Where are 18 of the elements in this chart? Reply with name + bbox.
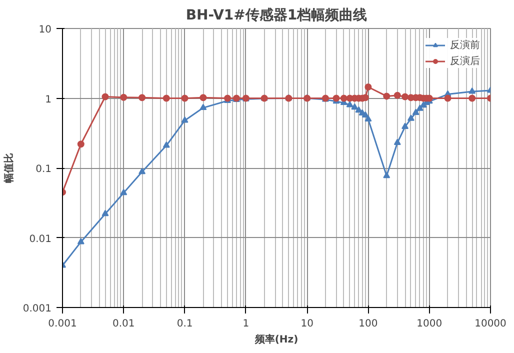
x-tick-label: 1 [242, 318, 250, 330]
y-tick-label: 0.01 [29, 234, 52, 245]
y-tick-label: 1 [45, 94, 52, 106]
y-tick-label: 0.1 [36, 164, 52, 175]
x-tick-label: 100 [358, 318, 378, 330]
x-axis-title: 频率(Hz) [254, 334, 298, 346]
x-tick-label: 10 [300, 318, 314, 330]
y-tick-label: 0.001 [22, 304, 52, 314]
y-tick-label: 10 [38, 24, 52, 36]
x-tick-label: 1000 [416, 318, 442, 330]
x-tick-label: 0.1 [176, 318, 193, 330]
chart-title: BH-V1#传感器1档幅频曲线 [186, 8, 368, 24]
x-tick-label: 10000 [474, 318, 506, 330]
legend-label: 反演后 [450, 54, 480, 68]
legend-label: 反演前 [450, 38, 480, 52]
x-tick-label: 0.01 [112, 318, 135, 330]
x-tick-label: 0.001 [48, 318, 77, 330]
y-axis-title: 幅值比 [2, 153, 15, 183]
